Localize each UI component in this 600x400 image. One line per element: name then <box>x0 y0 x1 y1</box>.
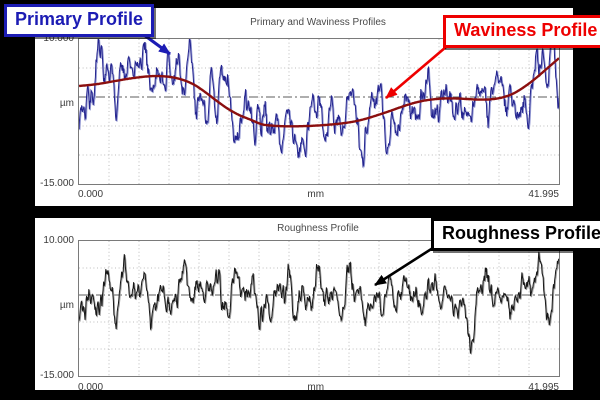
chart-title-primary-waviness: Primary and Waviness Profiles <box>250 17 386 28</box>
x-axis-unit-label: mm <box>307 382 325 393</box>
x-axis-row: 0.000 mm 41.995 <box>78 189 559 200</box>
x-axis-max-label: 41.995 <box>528 382 559 393</box>
y-axis-max-label: 10.000 <box>43 33 74 44</box>
y-axis-max-label: 10.000 <box>43 235 74 246</box>
chart-title-roughness: Roughness Profile <box>277 223 359 234</box>
primary-waviness-plot <box>78 38 560 185</box>
x-axis-max-label: 41.995 <box>528 189 559 200</box>
x-axis-min-label: 0.000 <box>78 382 104 393</box>
y-axis-min-label: -15.000 <box>40 178 74 189</box>
y-axis-unit-label: µm <box>59 98 74 109</box>
x-axis-unit-label: mm <box>307 189 325 200</box>
roughness-plot <box>78 240 560 377</box>
waviness-profile-callout: Waviness Profile <box>443 15 600 48</box>
y-axis-unit-label: µm <box>59 300 74 311</box>
y-axis-min-label: -15.000 <box>40 370 74 381</box>
x-axis-row: 0.000 mm 41.995 <box>78 382 559 393</box>
primary-profile-callout: Primary Profile <box>4 4 155 37</box>
roughness-profile-callout: Roughness Profile <box>431 218 600 251</box>
x-axis-min-label: 0.000 <box>78 189 104 200</box>
